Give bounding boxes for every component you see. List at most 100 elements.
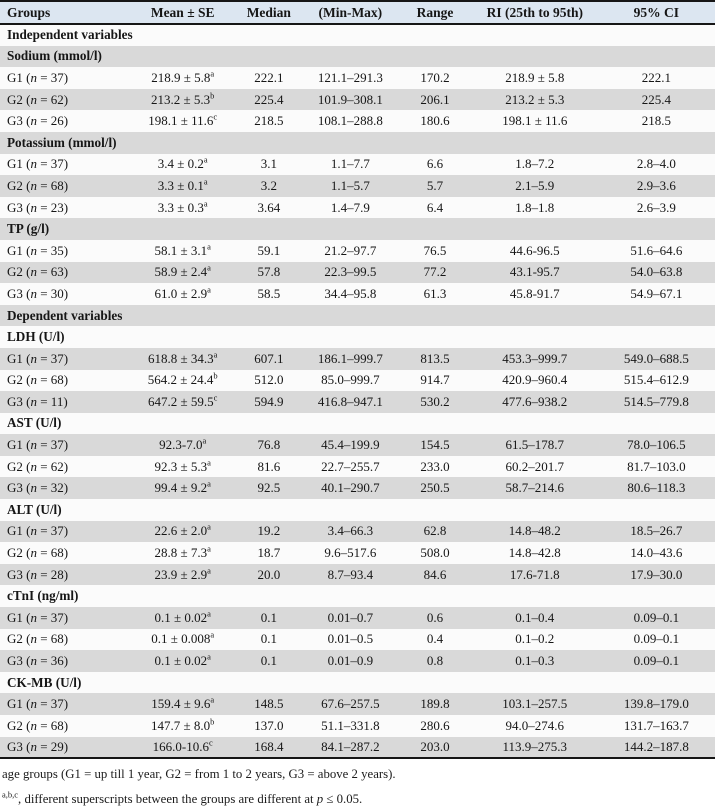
group-cell: G1 (n = 37) (0, 348, 130, 370)
n-symbol: n (30, 113, 37, 129)
confidence-interval-cell: 0.09–0.1 (633, 653, 680, 669)
mean-se-value: 159.4 ± 9.6 (151, 696, 211, 712)
mean-se-value: 647.2 ± 59.5 (147, 393, 214, 409)
range-cell: 813.5 (420, 350, 450, 366)
footnote-superscripts-text: , different superscripts between the gro… (18, 792, 317, 807)
reference-interval-cell: 103.1–257.5 (502, 696, 568, 712)
confidence-interval-cell: 139.8–179.0 (623, 696, 689, 712)
table-row: G3 (n = 29) 166.0-10.6c 168.4 84.1–287.2 203… (0, 736, 715, 759)
table-row: G1 (n = 37) 618.8 ± 34.3a 607.1 186.1–999.7… (0, 347, 715, 370)
mean-se-value: 92.3-7.0 (159, 437, 203, 453)
table-row: G2 (n = 68) 147.7 ± 8.0b 137.0 51.1–331.8 28… (0, 715, 715, 737)
column-header-confidence-interval: 95% CI (597, 1, 715, 25)
median-cell: 58.5 (257, 285, 281, 301)
column-header-range: Range (398, 1, 472, 25)
reference-interval-cell: 0.1–0.4 (515, 609, 555, 625)
median-cell: 18.7 (257, 545, 281, 561)
confidence-interval-cell: 80.6–118.3 (627, 480, 686, 496)
confidence-interval-cell: 51.6–64.6 (630, 242, 683, 258)
group-id: G3 ( (7, 738, 31, 754)
significance-superscript: c (208, 737, 213, 748)
section-label: CK-MB (U/l) (7, 674, 82, 690)
reference-interval-cell: 94.0–274.6 (505, 717, 565, 733)
median-cell: 19.2 (257, 523, 281, 539)
group-n-value: = 26) (36, 113, 69, 129)
significance-superscript: a (207, 241, 211, 252)
section-row: Potassium (mmol/l) (0, 131, 715, 154)
group-n-value: = 32) (36, 480, 69, 496)
group-id: G2 ( (7, 717, 31, 733)
n-symbol: n (30, 609, 37, 625)
n-symbol: n (30, 653, 37, 669)
group-cell: G3 (n = 11) (0, 391, 130, 413)
range-cell: 203.0 (420, 738, 450, 754)
min-max-cell: 1.4–7.9 (330, 199, 370, 215)
table-row: G3 (n = 23) 3.3 ± 0.3a 3.64 1.4–7.9 6.4 1.8–1… (0, 196, 715, 219)
group-cell: G1 (n = 35) (0, 240, 130, 262)
group-n-value: = 37) (36, 69, 69, 85)
mean-se-value: 3.3 ± 0.1 (157, 177, 204, 193)
median-cell: 3.2 (260, 177, 277, 193)
group-n-value: = 62) (36, 91, 69, 107)
min-max-cell: 67.6–257.5 (321, 696, 380, 712)
group-cell: G3 (n = 29) (0, 737, 130, 759)
confidence-interval-cell: 515.4–612.9 (623, 372, 689, 388)
mean-se-value: 3.3 ± 0.3 (157, 199, 204, 215)
median-cell: 218.5 (254, 113, 284, 129)
n-symbol: n (30, 631, 37, 647)
group-id: G1 ( (7, 69, 31, 85)
column-header-mean-se: Mean ± SE (130, 1, 236, 25)
group-n-value: = 23) (36, 199, 69, 215)
range-cell: 0.6 (426, 609, 444, 625)
n-symbol: n (30, 285, 37, 301)
median-cell: 0.1 (260, 631, 277, 647)
mean-se-cell: 0.1 ± 0.008a (130, 629, 235, 651)
table-row: G3 (n = 32) 99.4 ± 9.2a 92.5 40.1–290.7 250.… (0, 477, 715, 500)
header-row: Groups Mean ± SE Median (Min-Max) Range … (0, 1, 715, 25)
range-cell: 77.2 (423, 264, 447, 280)
section-label: ALT (U/l) (7, 501, 62, 517)
significance-superscript: a (207, 522, 211, 533)
min-max-cell: 416.8–947.1 (317, 393, 383, 409)
mean-se-cell: 218.9 ± 5.8a (130, 67, 235, 89)
reference-interval-cell: 453.3–999.7 (502, 350, 568, 366)
n-symbol: n (30, 437, 37, 453)
min-max-cell: 108.1–288.8 (317, 113, 383, 129)
n-symbol: n (30, 738, 37, 754)
min-max-cell: 0.01–0.9 (327, 653, 374, 669)
table-row: G1 (n = 37) 218.9 ± 5.8a 222.1 121.1–291.3 1… (0, 67, 715, 89)
reference-interval-cell: 0.1–0.2 (515, 631, 555, 647)
mean-se-value: 213.2 ± 5.3 (150, 91, 211, 107)
range-cell: 189.8 (420, 696, 450, 712)
range-cell: 76.5 (423, 242, 447, 258)
mean-se-cell: 23.9 ± 2.9a (130, 564, 235, 586)
mean-se-value: 92.3 ± 5.3 (154, 458, 208, 474)
section-row: CK-MB (U/l) (0, 671, 715, 694)
confidence-interval-cell: 2.6–3.9 (636, 199, 676, 215)
group-id: G1 ( (7, 437, 31, 453)
significance-superscript: a (207, 608, 211, 619)
table-header: Groups Mean ± SE Median (Min-Max) Range … (0, 1, 715, 25)
range-cell: 62.8 (423, 523, 447, 539)
reference-interval-cell: 58.7–214.6 (505, 480, 565, 496)
median-cell: 222.1 (254, 69, 284, 85)
min-max-cell: 0.01–0.5 (327, 631, 374, 647)
table-row: G2 (n = 62) 213.2 ± 5.3b 225.4 101.9–308.1 2… (0, 88, 715, 111)
section-label: LDH (U/l) (7, 329, 65, 345)
median-cell: 59.1 (257, 242, 281, 258)
min-max-cell: 1.1–7.7 (330, 156, 370, 172)
mean-se-value: 3.4 ± 0.2 (157, 156, 204, 172)
mean-se-value: 23.9 ± 2.9 (154, 566, 208, 582)
reference-interval-cell: 2.1–5.9 (515, 177, 555, 193)
confidence-interval-cell: 2.8–4.0 (636, 156, 676, 172)
table-row: G2 (n = 68) 28.8 ± 7.3a 18.7 9.6–517.6 508.0… (0, 542, 715, 564)
min-max-cell: 1.1–5.7 (330, 177, 370, 193)
group-cell: G1 (n = 37) (0, 434, 130, 456)
reference-interval-cell: 43.1-95.7 (509, 264, 560, 280)
median-cell: 225.4 (254, 91, 284, 107)
significance-superscript: a (213, 349, 218, 360)
median-cell: 76.8 (257, 437, 281, 453)
table-row: G2 (n = 68) 0.1 ± 0.008a 0.1 0.01–0.5 0.4 0.1… (0, 628, 715, 651)
n-symbol: n (30, 523, 37, 539)
significance-superscript: b (210, 716, 215, 727)
